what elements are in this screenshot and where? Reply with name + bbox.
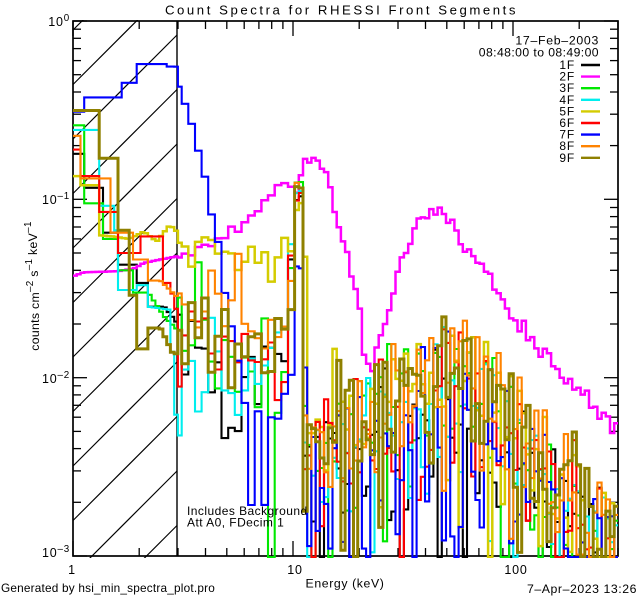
svg-text:Att A0, FDecim 1: Att A0, FDecim 1 [187,516,284,530]
svg-text:7–Apr–2023 13:26: 7–Apr–2023 13:26 [527,582,637,596]
svg-text:5F: 5F [559,104,575,118]
svg-text:Generated by hsi_min_spectra_p: Generated by hsi_min_spectra_plot.pro [1,581,215,595]
svg-text:6F: 6F [559,116,575,130]
svg-text:100: 100 [504,563,527,577]
svg-text:4F: 4F [559,93,575,107]
svg-text:9F: 9F [559,151,575,165]
svg-text:8F: 8F [559,139,575,153]
svg-text:Count Spectra for RHESSI Front: Count Spectra for RHESSI Front Segments [165,3,518,18]
svg-text:7F: 7F [559,128,575,142]
svg-text:counts cm–2 s–1 keV–1: counts cm–2 s–1 keV–1 [23,221,42,351]
svg-text:3F: 3F [559,81,575,95]
svg-text:08:48:00 to 08:49:00: 08:48:00 to 08:49:00 [479,46,599,60]
svg-text:1: 1 [68,563,76,577]
svg-text:Energy (keV): Energy (keV) [306,577,385,591]
svg-text:1F: 1F [559,58,575,72]
svg-text:2F: 2F [559,70,575,84]
svg-text:10: 10 [287,563,303,577]
svg-text:Includes Background: Includes Background [187,504,308,518]
svg-text:17–Feb–2003: 17–Feb–2003 [515,34,599,48]
